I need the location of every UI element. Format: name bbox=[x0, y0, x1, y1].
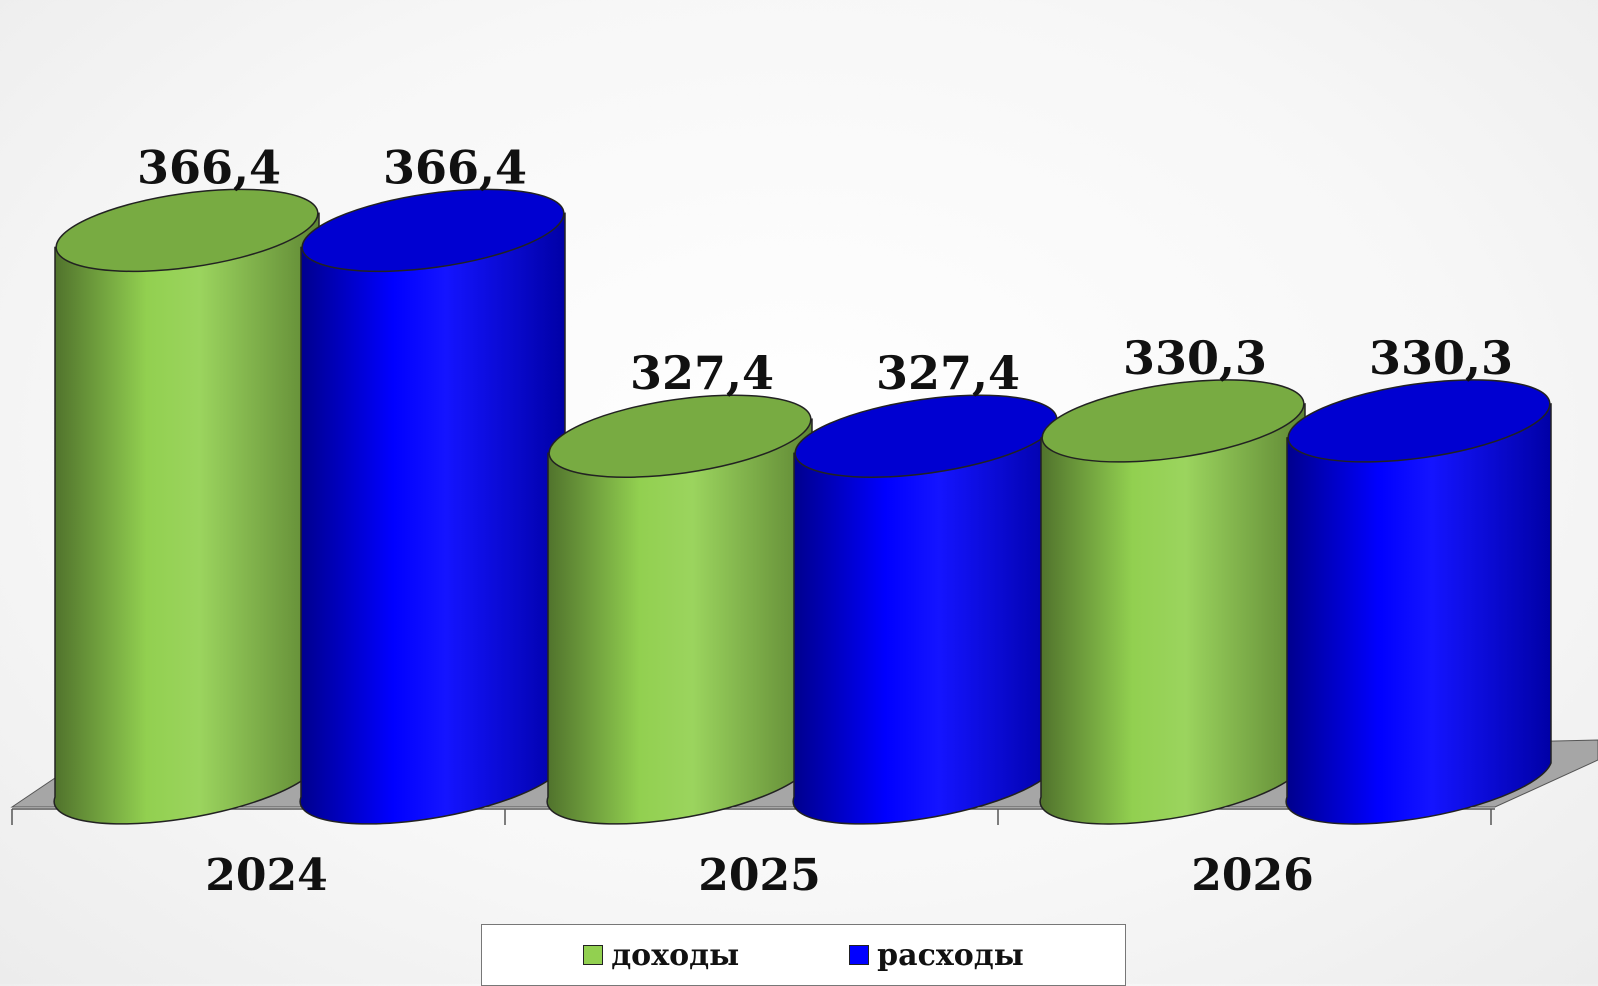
bar-body bbox=[1039, 403, 1306, 825]
bar bbox=[1039, 379, 1306, 825]
bar-top bbox=[1041, 379, 1305, 463]
legend-item-income: доходы bbox=[583, 938, 739, 973]
bar-body bbox=[1285, 403, 1552, 825]
legend-label-income: доходы bbox=[611, 937, 740, 973]
bar-top bbox=[548, 394, 812, 478]
bar bbox=[53, 188, 320, 825]
legend-label-expense: расходы bbox=[877, 937, 1024, 973]
data-label: 330,3 bbox=[1123, 331, 1267, 385]
data-label: 366,4 bbox=[383, 140, 527, 194]
bar bbox=[792, 394, 1059, 825]
data-label: 366,4 bbox=[137, 140, 281, 194]
bar-body bbox=[546, 418, 813, 825]
legend-swatch-income bbox=[583, 945, 604, 965]
bar bbox=[299, 188, 566, 825]
x-tick-label: 2026 bbox=[1191, 850, 1313, 901]
data-label: 330,3 bbox=[1369, 331, 1513, 385]
x-tick-label: 2025 bbox=[698, 850, 820, 901]
bar-body bbox=[53, 212, 320, 825]
bar-body bbox=[792, 418, 1059, 825]
bar-top bbox=[301, 188, 565, 273]
bar bbox=[1285, 379, 1552, 825]
legend: доходы расходы bbox=[481, 924, 1126, 986]
bar-top bbox=[55, 188, 319, 273]
legend-item-expense: расходы bbox=[849, 938, 1024, 973]
bar-body bbox=[299, 212, 566, 825]
data-label: 327,4 bbox=[876, 346, 1020, 400]
x-tick-label: 2024 bbox=[205, 850, 327, 901]
data-label: 327,4 bbox=[630, 346, 774, 400]
bar bbox=[546, 394, 813, 825]
legend-swatch-expense bbox=[849, 945, 870, 965]
bar-top bbox=[1287, 379, 1551, 463]
